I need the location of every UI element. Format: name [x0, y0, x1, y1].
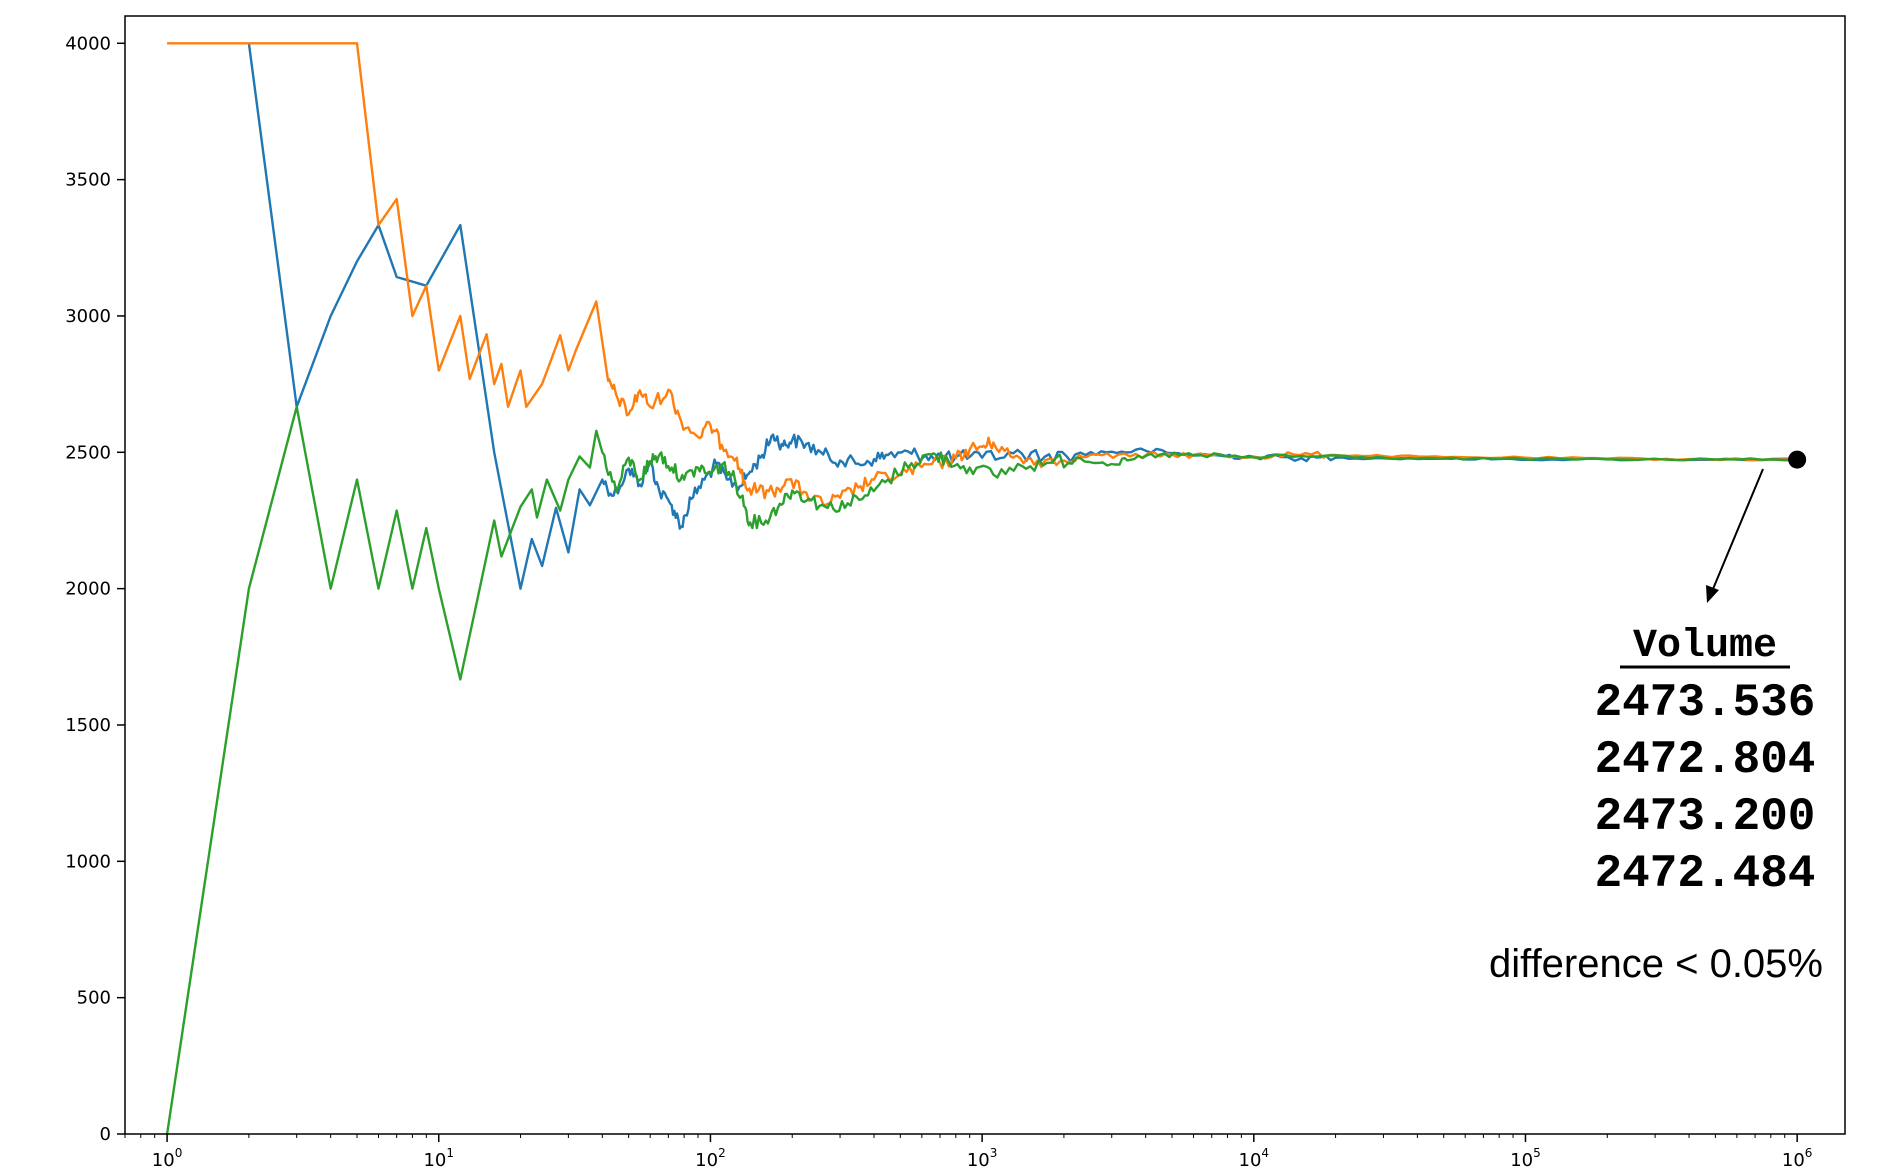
annotation-note: difference < 0.05%: [1489, 942, 1823, 986]
y-tick-label: 4000: [65, 33, 111, 54]
volume-annotation: Volume 2473.536 2472.804 2473.200 2472.4…: [1489, 468, 1823, 986]
series-line-2: [167, 42, 1798, 507]
y-tick-label: 3000: [65, 306, 111, 327]
annotation-value-2: 2472.804: [1595, 734, 1816, 786]
y-axis: 0 500 1000 1500 2000 2500 3000 3500 4000: [65, 33, 125, 1145]
y-tick-label: 500: [77, 988, 111, 1009]
y-tick-label: 2000: [65, 579, 111, 600]
annotation-title: Volume: [1633, 624, 1777, 669]
series-line-3: [165, 405, 1798, 1135]
x-tick-label: 106: [1782, 1146, 1813, 1170]
annotation-arrow-line: [1712, 468, 1764, 590]
y-tick-label: 1000: [65, 851, 111, 872]
annotation-value-4: 2472.484: [1595, 848, 1816, 900]
annotation-arrowhead: [1706, 585, 1719, 603]
y-tick-label: 1500: [65, 715, 111, 736]
y-tick-label: 3500: [65, 170, 111, 191]
annotation-value-1: 2473.536: [1595, 677, 1816, 729]
plot-frame: [124, 15, 1846, 1135]
annotation-value-3: 2473.200: [1595, 791, 1816, 843]
y-tick-label: 0: [100, 1124, 111, 1145]
endpoint-marker: [1788, 450, 1807, 469]
series-layer: [165, 42, 1798, 1135]
y-tick-label: 2500: [65, 442, 111, 463]
